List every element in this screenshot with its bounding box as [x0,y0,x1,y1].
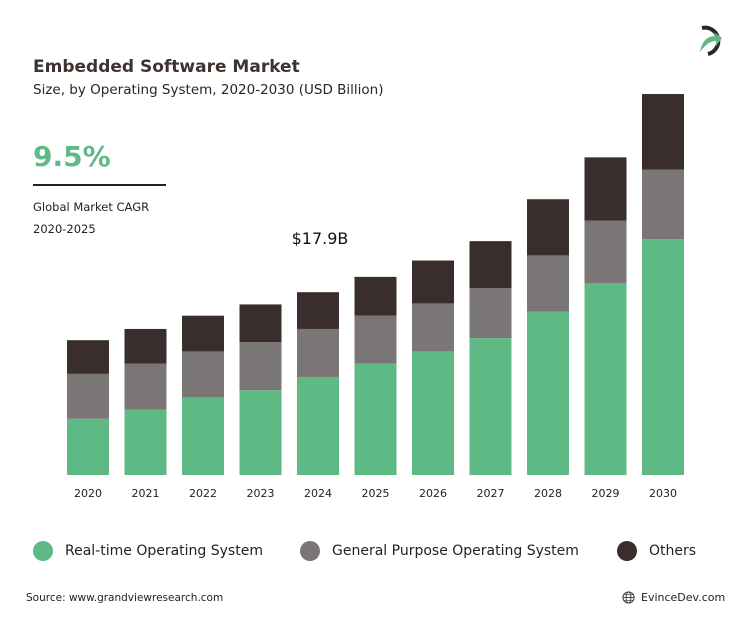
bar-segment-2025-0 [354,363,397,475]
bar-segment-2030-2 [642,94,684,170]
bar-segment-2029-1 [584,220,627,283]
x-tick-label: 2021 [132,487,160,500]
bar-segment-2025-2 [354,276,397,316]
bar-segment-2029-2 [584,157,627,221]
bar-segment-2030-0 [642,239,684,475]
bar-segment-2024-2 [297,292,339,329]
bar-segment-2022-1 [182,351,224,398]
cagr-value: 9.5% [33,140,111,173]
bar-segment-2028-1 [527,255,569,312]
legend-swatch [617,541,637,561]
bar-segment-2028-0 [527,311,569,475]
bar-segment-2026-2 [412,260,454,304]
x-tick-label: 2024 [304,487,332,500]
divider [33,184,166,186]
legend-label: General Purpose Operating System [332,543,579,559]
stacked-bar-chart: 2020 2021 2022 2023 2024 $17.9B 2025 2026 2027 20… [67,94,684,500]
bar-segment-2020-2 [67,340,109,374]
x-tick-label: 2029 [592,487,620,500]
x-tick-label: 2023 [247,487,275,500]
legend-item-gpos: General Purpose Operating System [300,541,579,561]
globe-icon [622,591,635,604]
bar-segment-2026-1 [412,303,454,352]
bar-segment-2030-1 [642,169,684,240]
bar-segment-2020-0 [67,418,109,475]
x-tick-label: 2026 [419,487,447,500]
bar-segment-2023-1 [239,342,282,391]
bar-segment-2027-2 [469,241,512,289]
cagr-caption: Global Market CAGR 2020-2025 [33,196,149,240]
bar-segment-2027-1 [469,288,512,339]
bar-segment-2021-1 [124,363,167,410]
bar-segment-2020-1 [67,373,109,419]
bar-segment-2023-2 [239,304,282,343]
bar-segment-2022-2 [182,315,224,352]
bar-segment-2027-0 [469,338,512,475]
brand-text: EvinceDev.com [641,591,726,604]
legend-swatch [300,541,320,561]
x-tick-label: 2030 [649,487,677,500]
bar-segment-2028-2 [527,199,569,256]
x-tick-label: 2028 [534,487,562,500]
chart-title: Embedded Software Market [33,57,300,77]
bar-segment-2021-0 [124,409,167,475]
x-tick-label: 2025 [362,487,390,500]
bar-segment-2024-0 [297,376,339,475]
x-tick-label: 2022 [189,487,217,500]
x-tick-label: 2027 [477,487,505,500]
bar-segment-2021-2 [124,328,167,364]
evincedev-logo-icon [700,25,722,56]
source-text: Source: www.grandviewresearch.com [26,592,224,604]
legend-label: Others [649,543,697,559]
bar-segment-2026-0 [412,351,454,475]
bar-segment-2025-1 [354,315,397,364]
brand-link[interactable]: EvinceDev.com [622,591,725,604]
bar-segment-2024-1 [297,328,339,377]
data-label: $17.9B [292,229,349,248]
bar-segment-2023-0 [239,390,282,475]
x-tick-label: 2020 [74,487,102,500]
legend-item-others: Others [617,541,696,561]
legend-item-rtos: Real-time Operating System [33,541,263,561]
legend-label: Real-time Operating System [65,543,263,559]
cagr-period: 2020-2025 [33,222,96,236]
bar-segment-2029-0 [584,282,627,475]
cagr-label: Global Market CAGR [33,200,150,214]
legend-swatch [33,541,53,561]
bar-segment-2022-0 [182,397,224,475]
chart-subtitle: Size, by Operating System, 2020-2030 (US… [33,82,384,98]
